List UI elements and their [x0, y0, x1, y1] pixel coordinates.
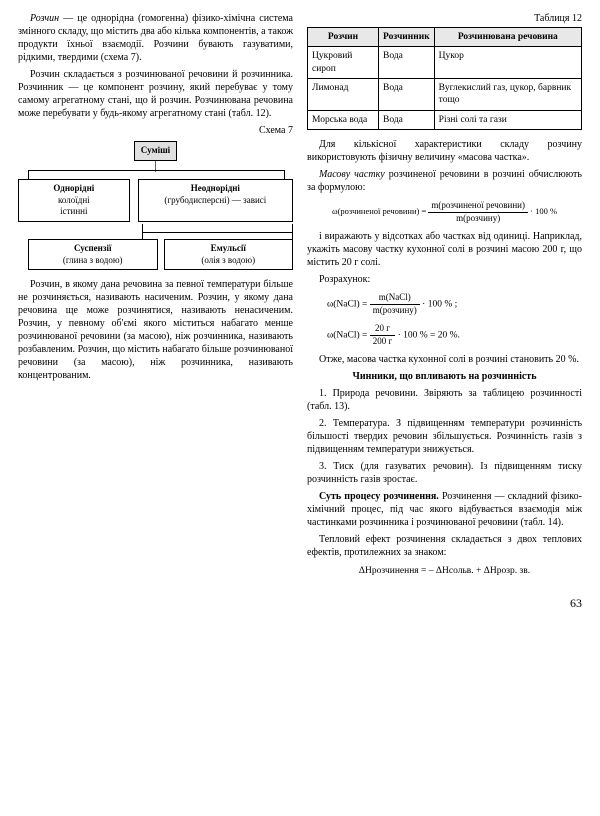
formula-nacl-2: ω(NaCl) = 20 г200 г · 100 % = 20 %.: [307, 323, 582, 347]
scheme-7-diagram: Суміші │ Однорідні колоїдні істинні Неод…: [18, 141, 293, 270]
para-factor-2: 2. Температура. З підвищенням температур…: [307, 417, 582, 456]
diagram-heterogeneous: Неоднорідні (грубодисперсні) — зависі: [138, 179, 293, 222]
section-factors: Чинники, що впливають на розчинність: [307, 370, 582, 383]
table-header-row: Розчин Розчинник Розчинювана речовина: [308, 28, 582, 47]
formula-nacl-1: ω(NaCl) = m(NaCl)m(розчину) · 100 % ;: [307, 292, 582, 316]
table-row: Морська вода Вода Різні солі та гази: [308, 110, 582, 129]
para-factor-3: 3. Тиск (для газуватих речовин). Із підв…: [307, 460, 582, 486]
diagram-root: Суміші: [134, 141, 177, 161]
para-saturated: Розчин, в якому дана речовина за певної …: [18, 278, 293, 382]
para-rozczyn-def: Розчин — це однорідна (гомогенна) фізико…: [18, 12, 293, 64]
scheme-caption: Схема 7: [18, 124, 293, 137]
para-result: Отже, масова частка кухонної солі в розч…: [307, 353, 582, 366]
th-rechovyna: Розчинювана речовина: [434, 28, 581, 47]
right-column: Таблиця 12 Розчин Розчинник Розчинювана …: [307, 12, 582, 584]
diagram-homogeneous: Однорідні колоїдні істинні: [18, 179, 130, 222]
table-row: Лимонад Вода Вуглекислий газ, цукор, бар…: [308, 79, 582, 111]
para-mass-fraction-def: Масову частку розчиненої речовини в розч…: [307, 168, 582, 194]
para-calc-label: Розрахунок:: [307, 273, 582, 286]
para-example-intro: і виражають у відсотках або частках від …: [307, 230, 582, 269]
left-column: Розчин — це однорідна (гомогенна) фізико…: [18, 12, 293, 584]
diagram-suspension: Суспензії (глина з водою): [28, 239, 158, 270]
table-12: Розчин Розчинник Розчинювана речовина Цу…: [307, 27, 582, 130]
diagram-emulsion: Емульсії (олія з водою): [164, 239, 294, 270]
formula-enthalpy: ΔHрозчинення = – ΔHсольв. + ΔHрозр. зв.: [307, 565, 582, 577]
table-row: Цукровий сироп Вода Цукор: [308, 47, 582, 79]
table-caption: Таблиця 12: [307, 12, 582, 25]
th-rozczyn: Розчин: [308, 28, 379, 47]
para-factor-1: 1. Природа речовини. Звіряють за таблице…: [307, 387, 582, 413]
formula-mass-fraction: ω(розчиненої речовини) = m(розчиненої ре…: [307, 200, 582, 224]
page-number: 63: [18, 596, 582, 612]
th-rozczynnyk: Розчинник: [379, 28, 435, 47]
para-mass-fraction-intro: Для кількісної характеристики складу роз…: [307, 138, 582, 164]
para-rozczyn-sklad: Розчин складається з розчинюваної речови…: [18, 68, 293, 120]
para-dissolution: Суть процесу розчинення. Розчинення — ск…: [307, 490, 582, 529]
para-heat-effect: Тепловий ефект розчинення складається з …: [307, 533, 582, 559]
